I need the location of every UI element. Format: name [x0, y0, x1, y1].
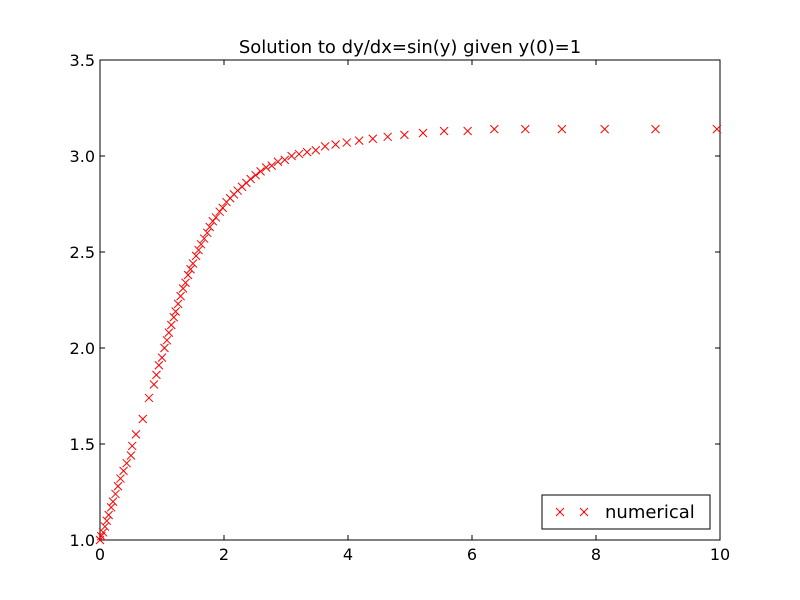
- data-point: [111, 489, 120, 499]
- data-point: [122, 458, 132, 468]
- legend-label-numerical: numerical: [605, 502, 695, 523]
- data-point: [116, 474, 125, 483]
- data-point: [294, 149, 304, 159]
- axis-ticks: 0 2 4 6 8 10 1.0 1.5 2.0 2.5 3.0 3.5: [70, 51, 731, 564]
- data-point: [162, 335, 172, 345]
- x-tick-label: 2: [219, 545, 229, 564]
- data-point: [418, 128, 428, 138]
- data-point: [354, 136, 364, 145]
- data-point: [169, 312, 179, 322]
- data-point: [712, 124, 722, 134]
- data-point: [191, 251, 201, 261]
- x-tick-label: 0: [95, 545, 105, 564]
- data-point: [149, 380, 159, 389]
- data-point: [215, 207, 225, 217]
- data-point: [131, 430, 141, 439]
- data-point: [186, 264, 195, 274]
- data-point: [400, 130, 409, 140]
- data-point: [320, 142, 330, 151]
- y-tick-label: 1.5: [70, 435, 95, 454]
- data-point: [152, 370, 161, 380]
- data-point: [331, 140, 340, 149]
- data-point: [104, 510, 114, 520]
- data-point: [489, 124, 499, 134]
- legend-marker-group: [555, 507, 589, 517]
- data-point: [302, 147, 312, 157]
- data-point: [188, 259, 198, 268]
- data-point: [166, 320, 176, 330]
- x-tick-label: 4: [343, 545, 353, 564]
- data-point: [119, 466, 128, 476]
- data-point: [251, 170, 260, 180]
- data-point: [439, 126, 449, 136]
- data-series-numerical: [95, 124, 722, 545]
- data-point: [98, 527, 108, 537]
- data-point: [205, 222, 215, 232]
- data-point: [194, 245, 203, 255]
- data-point: [113, 481, 123, 491]
- y-tick-label: 2.5: [70, 243, 95, 262]
- data-point: [127, 441, 137, 451]
- data-point: [199, 234, 209, 243]
- data-point: [368, 134, 378, 144]
- data-point: [154, 360, 164, 370]
- data-point: [183, 270, 193, 280]
- data-point: [342, 138, 352, 147]
- y-tick-label: 2.0: [70, 339, 95, 358]
- data-point: [218, 203, 228, 213]
- data-point: [100, 522, 110, 531]
- axes-frame: [99, 59, 721, 541]
- data-point: [126, 451, 136, 460]
- data-point: [256, 167, 265, 176]
- plot-area: 0 2 4 6 8 10 1.0 1.5 2.0 2.5 3.0 3.5: [70, 51, 731, 564]
- data-point: [181, 278, 190, 288]
- data-point: [173, 299, 183, 309]
- data-point: [164, 328, 174, 337]
- data-point: [463, 126, 473, 136]
- data-point: [600, 124, 610, 134]
- data-point: [144, 393, 154, 403]
- data-point: [273, 157, 283, 167]
- data-point: [267, 161, 277, 170]
- data-point: [311, 145, 321, 155]
- data-point: [196, 239, 206, 249]
- data-point: [176, 291, 185, 301]
- data-point: [383, 132, 393, 142]
- data-point: [261, 163, 271, 172]
- legend-marker: [579, 507, 589, 517]
- y-tick-label: 3.5: [70, 51, 95, 70]
- data-point: [108, 497, 118, 506]
- chart-title: Solution to dy/dx=sin(y) given y(0)=1: [239, 37, 581, 58]
- x-tick-label: 8: [591, 545, 601, 564]
- data-point: [208, 216, 218, 226]
- y-tick-label: 3.0: [70, 147, 95, 166]
- x-tick-label: 6: [467, 545, 477, 564]
- legend: numerical: [541, 494, 711, 530]
- data-point: [246, 174, 256, 184]
- data-point: [102, 516, 112, 526]
- data-point: [211, 213, 221, 222]
- data-point: [157, 353, 167, 362]
- data-point: [557, 124, 567, 134]
- data-point: [171, 307, 180, 316]
- data-point: [202, 228, 212, 238]
- data-point: [520, 124, 530, 134]
- y-tick-label: 1.0: [70, 531, 95, 550]
- legend-box: [541, 494, 711, 530]
- data-point: [280, 155, 290, 165]
- x-tick-label: 10: [710, 545, 730, 564]
- data-point: [178, 284, 188, 293]
- legend-marker: [555, 507, 565, 517]
- data-point: [160, 343, 169, 353]
- data-point: [106, 503, 116, 512]
- data-point: [138, 414, 148, 424]
- data-point: [651, 124, 660, 134]
- data-point: [287, 151, 296, 161]
